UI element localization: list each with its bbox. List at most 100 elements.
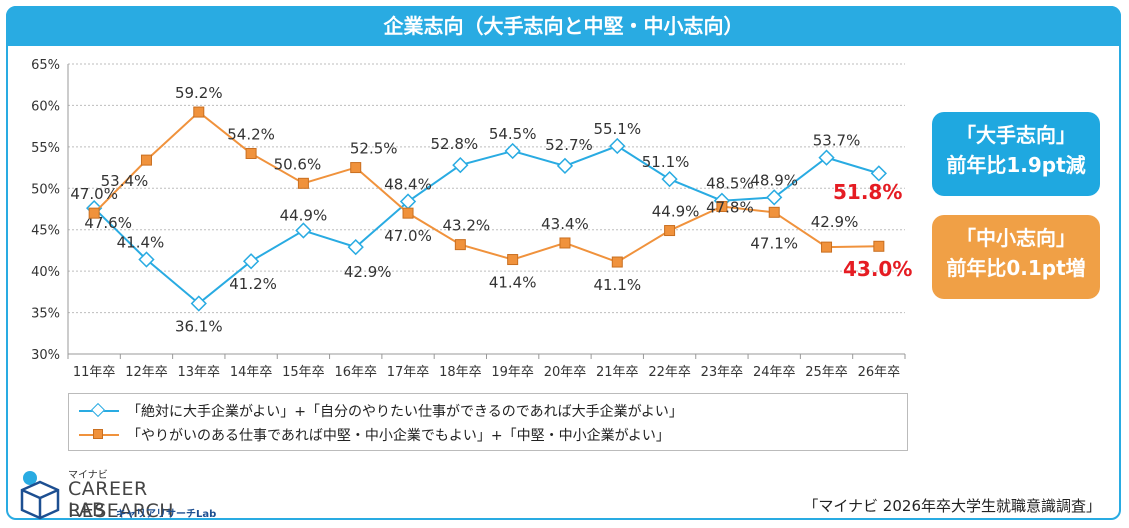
point-small	[768, 206, 780, 218]
legend-label-large: 「絶対に大手企業がよい」+「自分のやりたい仕事ができるのであれば大手企業がよい」	[127, 404, 683, 420]
data-label-large: 48.9%	[750, 171, 798, 189]
point-small	[402, 207, 414, 219]
point-large	[766, 189, 783, 206]
final-value-large: 51.8%	[833, 180, 903, 204]
data-label-small: 47.8%	[706, 199, 754, 217]
point-large	[399, 193, 417, 210]
data-label-small: 43.4%	[541, 215, 589, 233]
point-small	[297, 177, 309, 189]
point-large	[242, 253, 260, 270]
diamond-marker-icon	[90, 402, 106, 418]
point-small	[821, 241, 833, 253]
point-small	[454, 239, 466, 251]
data-label-small: 53.4%	[101, 172, 149, 190]
point-large	[609, 137, 626, 155]
point-large	[870, 165, 887, 182]
final-value-small: 43.0%	[843, 257, 913, 281]
data-label-large: 48.4%	[384, 176, 432, 194]
data-label-small: 47.0%	[384, 227, 432, 245]
logo-main2: LAB	[68, 499, 106, 521]
data-label-large: 47.6%	[84, 214, 132, 232]
point-large	[138, 251, 155, 268]
data-label-large: 51.1%	[642, 153, 690, 171]
legend-item-large: 「絶対に大手企業がよい」+「自分のやりたい仕事ができるのであれば大手企業がよい」	[79, 400, 683, 422]
point-small	[245, 147, 257, 159]
point-large	[556, 157, 574, 175]
logo-sub: キャリアリサーチLab	[116, 509, 217, 520]
x-tick-label: 12年卒	[125, 365, 168, 380]
legend-label-small: 「やりがいのある仕事であれば中堅・中小企業でもよい」+「中堅・中小企業がよい」	[127, 428, 670, 444]
y-tick-label: 45%	[31, 224, 60, 239]
cube-logo-icon	[20, 471, 60, 520]
point-small	[350, 162, 362, 174]
x-tick-label: 17年卒	[387, 365, 430, 380]
data-label-small: 44.9%	[652, 203, 700, 221]
callout-small-sub: 前年比0.1pt増	[946, 256, 1086, 280]
point-small	[193, 106, 205, 118]
point-large	[661, 171, 678, 188]
point-small	[716, 201, 728, 213]
callout-large-sub: 前年比1.9pt減	[946, 153, 1086, 177]
x-tick-label: 13年卒	[178, 365, 221, 380]
point-small	[664, 225, 676, 237]
square-marker-icon	[93, 429, 103, 439]
point-large	[452, 156, 469, 174]
y-tick-label: 40%	[31, 265, 60, 280]
data-label-large: 52.7%	[545, 136, 593, 154]
point-small	[507, 254, 519, 266]
x-tick-label: 26年卒	[858, 365, 901, 380]
data-label-small: 41.1%	[593, 276, 641, 294]
logo-main1: CAREER RESEARCH	[68, 478, 175, 522]
x-tick-label: 18年卒	[439, 365, 482, 380]
y-tick-label: 35%	[31, 307, 60, 322]
x-tick-label: 25年卒	[805, 365, 848, 380]
logo: マイナビ CAREER RESEARCH LAB キャリアリサーチLab	[18, 466, 248, 522]
point-small	[873, 240, 885, 252]
data-label-large: 41.2%	[229, 275, 277, 293]
data-label-small: 52.5%	[350, 140, 398, 158]
x-tick-label: 24年卒	[753, 365, 796, 380]
data-label-small: 59.2%	[175, 84, 223, 102]
x-tick-label: 23年卒	[701, 365, 744, 380]
data-label-large: 44.9%	[280, 207, 328, 225]
point-small	[140, 154, 152, 166]
point-large	[190, 295, 207, 312]
point-small	[88, 207, 100, 219]
data-label-large: 41.4%	[117, 234, 165, 252]
x-tick-label: 20年卒	[544, 365, 587, 380]
y-tick-label: 30%	[31, 348, 60, 363]
data-label-small: 47.1%	[750, 234, 798, 252]
callout-small-title: 「中小志向」	[956, 226, 1076, 250]
data-label-large: 48.5%	[706, 175, 754, 193]
y-tick-label: 65%	[31, 58, 60, 73]
data-label-large: 54.5%	[489, 125, 537, 143]
y-tick-label: 50%	[31, 182, 60, 197]
point-large	[818, 149, 835, 166]
x-tick-label: 22年卒	[648, 365, 691, 380]
x-tick-label: 19年卒	[491, 365, 534, 380]
legend-item-small: 「やりがいのある仕事であれば中堅・中小企業でもよい」+「中堅・中小企業がよい」	[79, 424, 670, 446]
legend: 「絶対に大手企業がよい」+「自分のやりたい仕事ができるのであれば大手企業がよい」…	[68, 393, 908, 451]
logo-top: マイナビ	[68, 470, 108, 481]
chart-title: 企業志向（大手志向と中堅・中小志向）	[6, 6, 1121, 46]
data-label-large: 36.1%	[175, 317, 223, 335]
y-tick-label: 55%	[31, 141, 60, 156]
point-large	[504, 142, 521, 160]
y-tick-label: 60%	[31, 99, 60, 114]
callout-large-title: 「大手志向」	[956, 123, 1076, 147]
data-label-large: 53.7%	[813, 132, 861, 150]
legend-line-small	[79, 429, 119, 439]
callout-large: 「大手志向」 前年比1.9pt減	[932, 112, 1100, 196]
point-large	[347, 238, 364, 256]
data-label-small: 42.9%	[811, 213, 859, 231]
x-tick-label: 16年卒	[334, 365, 377, 380]
x-tick-label: 21年卒	[596, 365, 639, 380]
x-tick-label: 14年卒	[230, 365, 273, 380]
callout-small: 「中小志向」 前年比0.1pt増	[932, 215, 1100, 299]
x-tick-label: 11年卒	[73, 365, 116, 380]
x-tick-label: 15年卒	[282, 365, 325, 380]
data-label-small: 41.4%	[489, 274, 537, 292]
data-label-small: 47.0%	[70, 185, 118, 203]
data-label-large: 55.1%	[593, 120, 641, 138]
